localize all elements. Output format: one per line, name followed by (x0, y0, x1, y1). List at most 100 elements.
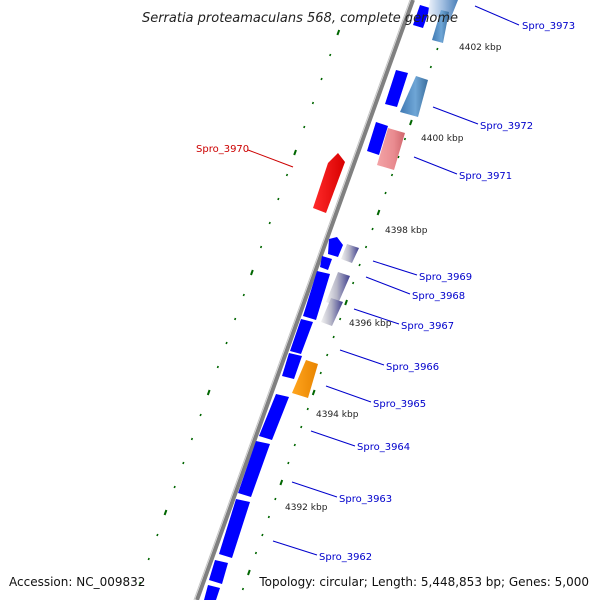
tick-mark (277, 197, 280, 201)
tick-mark (216, 365, 219, 369)
gene-label-spro-3969[interactable]: Spro_3969 (419, 272, 472, 283)
gene-label-spro-3967[interactable]: Spro_3967 (401, 321, 454, 332)
gene-block[interactable] (259, 394, 289, 440)
gene-spro-3971-shape[interactable] (377, 128, 405, 170)
leader-spro-3969 (372, 260, 418, 276)
tick-mark (156, 533, 159, 537)
gene-label-spro-3965[interactable]: Spro_3965 (373, 399, 426, 410)
tick-mark (225, 341, 228, 345)
kbp-marker-4392: 4392 kbp (285, 503, 328, 513)
gene-block[interactable] (320, 256, 332, 270)
gene-block[interactable] (303, 271, 330, 320)
gene-spro-3968-shape[interactable] (326, 272, 350, 306)
tick-mark (250, 269, 254, 276)
tick-mark (319, 371, 322, 375)
gene-spro-3973-shape[interactable] (428, 0, 458, 20)
tick-mark (371, 227, 374, 231)
kbp-marker-4394: 4394 kbp (316, 410, 359, 420)
tick-mark (293, 443, 296, 447)
tick-mark (234, 317, 237, 321)
tick-mark (336, 29, 341, 36)
gene-block[interactable] (204, 585, 220, 600)
gene-spro-3972-shape[interactable] (400, 76, 428, 117)
tick-mark (254, 551, 258, 555)
tick-mark (306, 407, 309, 411)
tick-mark (352, 281, 355, 285)
leader-spro-3968 (365, 276, 411, 295)
kbp-markers: 4402 kbp 4400 kbp 4398 kbp 4396 kbp 4394… (285, 43, 502, 513)
tick-mark (403, 137, 407, 141)
forward-strand-genes (204, 5, 430, 600)
leader-spro-3965 (325, 385, 372, 403)
tick-mark (409, 119, 413, 126)
tick-mark (436, 47, 439, 51)
gene-spro-3970-shape[interactable] (313, 153, 345, 213)
tick-mark (173, 485, 176, 489)
tick-mark (242, 293, 245, 297)
leader-spro-3973 (474, 5, 520, 26)
tick-mark (285, 173, 289, 177)
gene-block[interactable] (209, 560, 228, 584)
tick-mark (182, 461, 185, 465)
tick-mark (358, 263, 361, 267)
tick-mark (293, 149, 297, 156)
tick-mark (139, 581, 142, 585)
leader-spro-3962 (272, 540, 318, 556)
tick-mark (268, 221, 271, 225)
tick-mark (339, 317, 342, 321)
gene-label-spro-3963[interactable]: Spro_3963 (339, 494, 392, 505)
genome-backbone-highlight (193, 0, 411, 600)
gene-label-spro-3964[interactable]: Spro_3964 (357, 442, 410, 453)
gene-label-spro-3962[interactable]: Spro_3962 (319, 552, 372, 563)
tick-mark (267, 515, 270, 519)
gene-label-spro-3970[interactable]: Spro_3970 (196, 144, 249, 155)
gene-block[interactable] (328, 237, 343, 257)
tick-mark (303, 125, 306, 129)
tick-mark (429, 65, 432, 69)
gene-block[interactable] (367, 122, 388, 155)
leader-spro-3972 (432, 106, 479, 125)
gene-spro-3965-shape[interactable] (292, 360, 318, 398)
gene-block[interactable] (219, 499, 250, 558)
gene-spro-3967-shape[interactable] (321, 298, 343, 326)
tick-mark (261, 533, 264, 537)
gene-label-spro-3971[interactable]: Spro_3971 (459, 171, 512, 182)
gene-label-spro-3973[interactable]: Spro_3973 (522, 21, 575, 32)
gene-block[interactable] (413, 5, 430, 28)
gene-labels: Spro_3973 Spro_3972 Spro_3971 Spro_3970 … (196, 21, 575, 563)
tick-mark (390, 173, 394, 177)
tick-mark (397, 155, 400, 159)
leader-spro-3971 (413, 156, 458, 175)
tick-mark (247, 569, 251, 576)
label-leader-lines (247, 5, 520, 556)
tick-mark (326, 353, 329, 357)
kbp-marker-4402: 4402 kbp (459, 43, 502, 53)
gene-block[interactable] (290, 319, 313, 354)
kbp-marker-4398: 4398 kbp (385, 226, 428, 236)
gene-spro-3973-shape-b[interactable] (432, 10, 449, 43)
genome-backbone (195, 0, 415, 600)
gene-label-spro-3968[interactable]: Spro_3968 (412, 291, 465, 302)
tick-mark (311, 389, 316, 396)
gene-label-spro-3972[interactable]: Spro_3972 (480, 121, 533, 132)
gene-block[interactable] (385, 70, 408, 107)
leader-spro-3966 (339, 349, 385, 366)
gene-label-spro-3966[interactable]: Spro_3966 (386, 362, 439, 373)
tick-mark (279, 479, 284, 486)
leader-spro-3964 (310, 430, 356, 447)
tick-mark (332, 335, 335, 339)
gene-block[interactable] (238, 441, 270, 497)
tick-mark (190, 437, 194, 441)
genome-summary-text: Topology: circular; Length: 5,448,853 bp… (258, 575, 589, 589)
tick-mark (241, 587, 245, 591)
tick-mark (300, 425, 303, 429)
gene-spro-3969-shape[interactable] (341, 244, 359, 263)
tick-mark (287, 461, 290, 465)
tick-mark (364, 245, 368, 249)
gene-block[interactable] (282, 353, 302, 379)
tick-mark (163, 509, 168, 516)
tick-mark (199, 413, 202, 417)
leader-spro-3970 (247, 149, 294, 168)
tick-mark (206, 389, 211, 396)
